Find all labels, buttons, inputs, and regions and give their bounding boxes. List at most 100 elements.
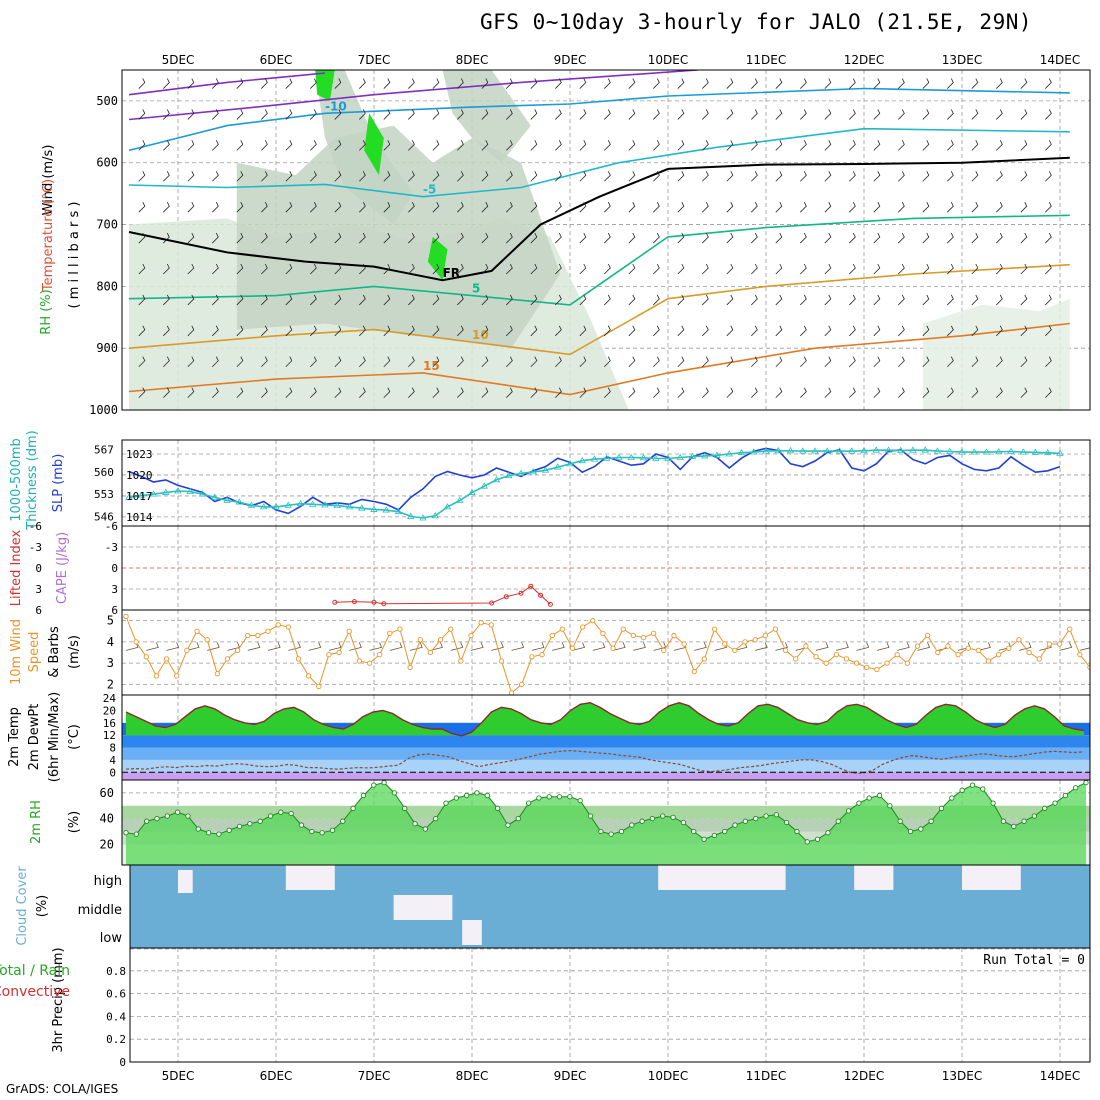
wind-barb xyxy=(849,171,856,182)
wind-barb xyxy=(187,109,195,120)
wind-barb xyxy=(450,642,464,651)
wind-barb xyxy=(166,642,180,651)
lifted-point xyxy=(538,592,544,598)
wind-barb xyxy=(506,356,513,368)
thickness-point xyxy=(480,482,488,489)
wind-barb xyxy=(1020,202,1028,213)
wind-barb xyxy=(922,387,930,398)
wind-barb xyxy=(751,263,758,275)
wind-barb xyxy=(212,78,219,89)
wind-point xyxy=(823,660,829,666)
rh-point xyxy=(938,805,945,811)
lifted-tick: 3 xyxy=(35,583,42,596)
wind-barb xyxy=(310,202,317,213)
wind-point xyxy=(1026,649,1032,656)
wind-barb xyxy=(432,109,440,120)
contour-cold xyxy=(128,70,698,121)
panel-frame xyxy=(121,439,1091,527)
contour-label-p10: 10 xyxy=(472,328,489,342)
wind-barb xyxy=(261,263,268,275)
thickness-point xyxy=(676,453,684,460)
wind-barb xyxy=(775,109,783,120)
wind-barb xyxy=(898,78,905,89)
wind-barb xyxy=(947,78,954,89)
wind-barb xyxy=(947,263,954,275)
wind-barb xyxy=(359,387,366,398)
wind-barb xyxy=(285,325,293,337)
wind-barb xyxy=(530,140,538,151)
date-label-top: 8DEC xyxy=(456,53,489,67)
wind-barb xyxy=(849,325,856,337)
wind-barb xyxy=(506,78,513,89)
wind-barb xyxy=(261,202,268,213)
temp-tick: 8 xyxy=(109,742,116,755)
wind-point xyxy=(711,626,718,632)
wind-barb xyxy=(849,109,856,120)
wind-barb xyxy=(996,140,1003,151)
wind-barb xyxy=(677,387,685,398)
wind-barb xyxy=(702,78,709,89)
wind-barb xyxy=(849,140,856,151)
wind-point xyxy=(275,622,281,628)
wind-barb xyxy=(849,263,856,275)
wind-point xyxy=(914,643,921,649)
rh-point xyxy=(433,815,439,822)
thickness-point xyxy=(370,505,378,512)
wind-barb xyxy=(726,109,734,120)
wind-point xyxy=(407,664,413,671)
axis-label-temp2m: 2m Temp xyxy=(7,707,22,767)
wind-barb xyxy=(876,642,890,651)
wind-barb xyxy=(702,109,709,120)
date-label-bottom: 13DEC xyxy=(942,1069,982,1083)
wind-point xyxy=(224,656,231,662)
axis-label-rh2m: 2m RH xyxy=(29,800,44,844)
wind-barb xyxy=(310,387,317,398)
wind-barb xyxy=(653,202,660,213)
wind-barb xyxy=(947,140,954,151)
wind-point xyxy=(559,626,565,632)
wind-barb xyxy=(579,294,587,306)
rh-point xyxy=(918,826,924,832)
lifted-tick-inner: 0 xyxy=(111,562,118,575)
thickness-point xyxy=(639,454,648,461)
wind-barb xyxy=(947,356,954,368)
cloud-gap xyxy=(285,865,335,890)
wind-barb xyxy=(873,387,881,398)
wind-barb xyxy=(702,140,709,151)
wind-barb xyxy=(751,294,758,306)
wind-barb xyxy=(163,140,170,151)
thickness-point xyxy=(456,496,464,503)
rh-shading xyxy=(922,298,1070,410)
wind-point xyxy=(397,626,403,632)
rh-point xyxy=(670,814,676,820)
date-label-top: 6DEC xyxy=(260,53,293,67)
wind-barb xyxy=(138,78,146,89)
rh-point xyxy=(123,830,129,836)
wind-barb xyxy=(481,294,489,306)
wind-barb xyxy=(971,325,979,337)
wind-barb xyxy=(677,140,685,151)
wind-barb xyxy=(383,325,391,337)
wind-barb xyxy=(824,109,832,120)
series-thickness xyxy=(128,449,1061,519)
wind-point xyxy=(569,645,576,651)
wind-barb xyxy=(947,202,954,213)
rh-point xyxy=(546,794,552,800)
wind-barb xyxy=(971,263,979,275)
wind-point xyxy=(153,673,160,679)
thickness-point xyxy=(603,454,611,461)
wind-barb xyxy=(873,171,881,182)
wind-barb xyxy=(308,642,322,651)
wind-barb xyxy=(310,171,317,182)
wind-barb xyxy=(236,109,244,120)
thickness-point xyxy=(578,456,586,464)
run-total-label: Run Total = 0 xyxy=(983,953,1085,968)
wind-barb xyxy=(408,140,415,151)
wind-barb xyxy=(530,263,538,275)
wind-barb xyxy=(285,263,293,275)
cross-section-plot: FR -10 -5 5 10 15 xyxy=(128,70,1070,410)
axis-label-temp-units: (°C) xyxy=(67,724,82,750)
wind-barb xyxy=(334,202,342,213)
thickness-point xyxy=(848,447,856,454)
